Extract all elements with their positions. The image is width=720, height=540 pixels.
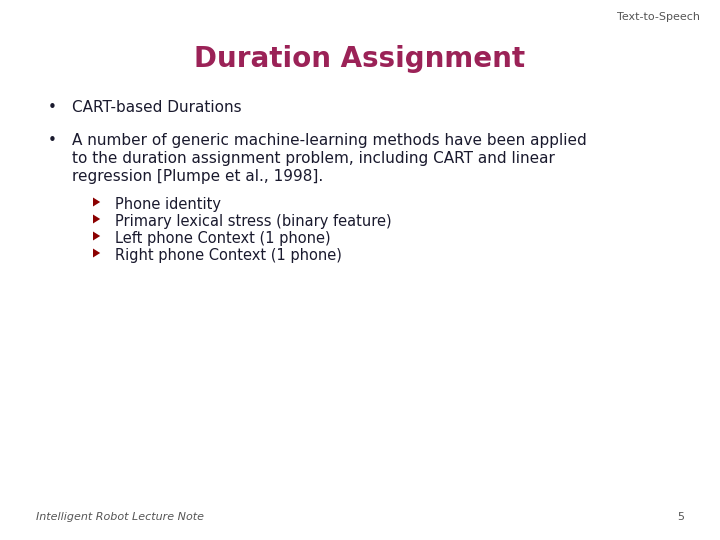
Text: •: •	[48, 100, 57, 115]
Text: 5: 5	[677, 512, 684, 522]
Text: •: •	[48, 133, 57, 148]
Text: A number of generic machine-learning methods have been applied: A number of generic machine-learning met…	[72, 133, 587, 148]
Text: Phone identity: Phone identity	[115, 197, 221, 212]
Text: CART-based Durations: CART-based Durations	[72, 100, 242, 115]
Text: Duration Assignment: Duration Assignment	[194, 45, 526, 73]
Polygon shape	[93, 198, 100, 206]
Text: Text-to-Speech: Text-to-Speech	[617, 12, 700, 22]
Polygon shape	[93, 214, 100, 224]
Text: Intelligent Robot Lecture Note: Intelligent Robot Lecture Note	[36, 512, 204, 522]
Text: regression [Plumpe et al., 1998].: regression [Plumpe et al., 1998].	[72, 169, 323, 184]
Polygon shape	[93, 232, 100, 240]
Polygon shape	[93, 248, 100, 258]
Text: Primary lexical stress (binary feature): Primary lexical stress (binary feature)	[115, 214, 392, 229]
Text: Right phone Context (1 phone): Right phone Context (1 phone)	[115, 248, 342, 263]
Text: Left phone Context (1 phone): Left phone Context (1 phone)	[115, 231, 330, 246]
Text: to the duration assignment problem, including CART and linear: to the duration assignment problem, incl…	[72, 151, 555, 166]
